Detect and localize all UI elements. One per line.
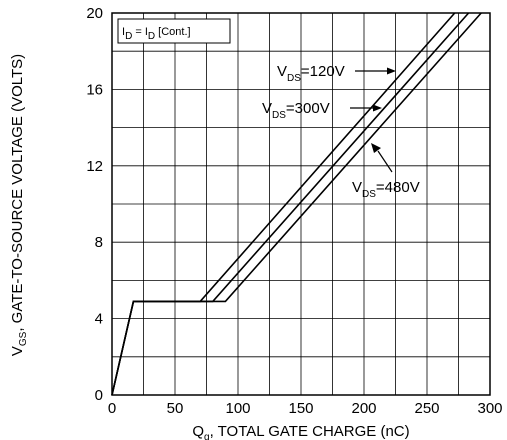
series-arrowhead-120v (387, 67, 396, 75)
x-tick-label: 100 (225, 400, 250, 417)
series-label-480v: VDS=480V (352, 179, 420, 200)
y-tick-labels: 0 4 8 12 16 20 (86, 5, 103, 404)
x-tick-labels: 0 50 100 150 200 250 300 (108, 400, 503, 417)
series-arrow-480v (377, 150, 393, 173)
condition-label: ID = ID [Cont.] (122, 26, 191, 42)
y-tick-label: 0 (95, 387, 103, 404)
x-tick-label: 0 (108, 400, 116, 417)
x-tick-label: 250 (414, 400, 439, 417)
y-axis-title: VGS, GATE-TO-SOURCE VOLTAGE (VOLTS) (9, 54, 29, 356)
series-arrowhead-480v (371, 143, 381, 153)
condition-box (117, 18, 231, 44)
series-arrowhead-300v (373, 104, 382, 112)
x-tick-label: 300 (477, 400, 502, 417)
series-lines (111, 12, 482, 396)
series-label-300v: VDS=300V (262, 100, 330, 121)
y-tick-label: 12 (86, 158, 103, 175)
series-line-vds-480v (111, 12, 482, 396)
y-tick-label: 8 (95, 234, 103, 251)
y-tick-label: 20 (86, 5, 103, 22)
series-label-120v: VDS=120V (277, 63, 345, 84)
x-tick-label: 200 (351, 400, 376, 417)
x-axis-title: Qg, TOTAL GATE CHARGE (nC) (192, 423, 409, 440)
x-tick-label: 50 (167, 400, 184, 417)
x-tick-label: 150 (288, 400, 313, 417)
y-tick-label: 4 (95, 311, 103, 328)
plot-frame (111, 12, 491, 396)
y-tick-label: 16 (86, 81, 103, 98)
